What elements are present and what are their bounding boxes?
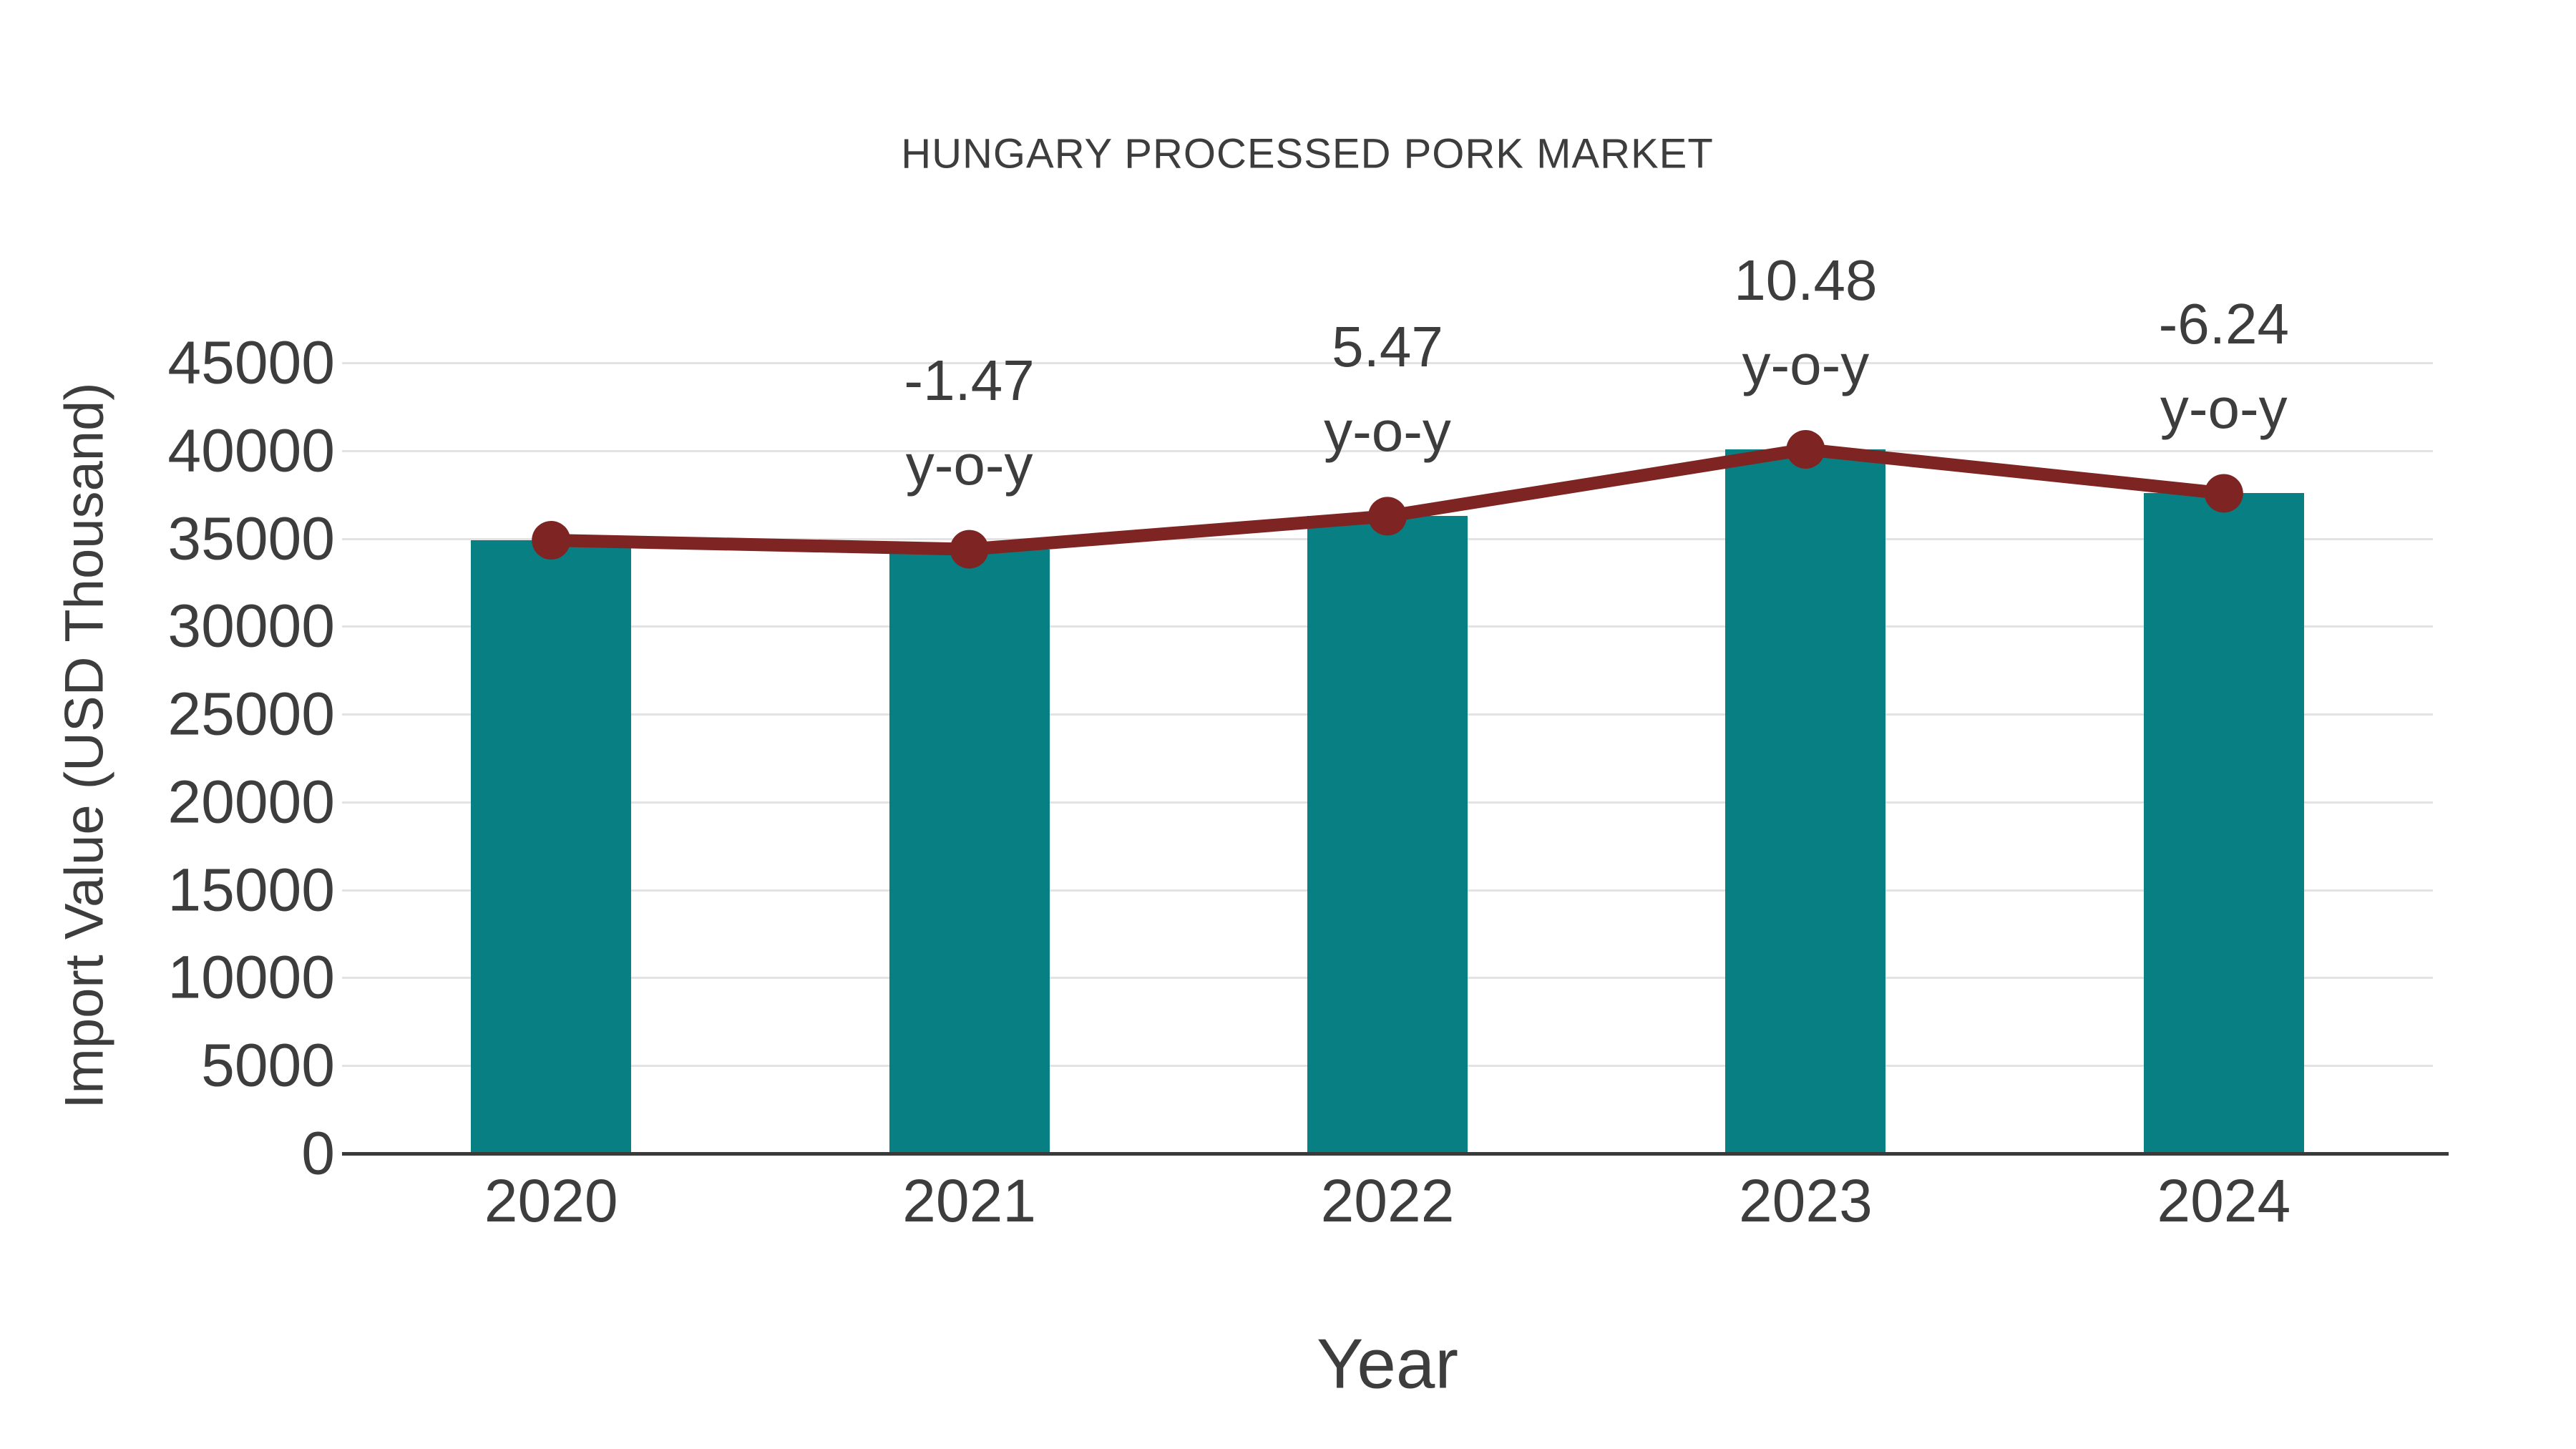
annotation-value-2023: 10.48 <box>1734 248 1878 313</box>
data-point-marker-2022 <box>1368 497 1407 536</box>
y-tick-label: 40000 <box>167 416 335 484</box>
annotation-value-2022: 5.47 <box>1332 315 1443 379</box>
data-point-marker-2023 <box>1786 430 1825 469</box>
data-point-marker-2020 <box>532 521 571 560</box>
annotation-unit-2023: y-o-y <box>1742 333 1870 397</box>
trend-line-layer <box>532 430 2243 569</box>
bar-2023 <box>1725 449 1886 1153</box>
y-tick-label: 0 <box>301 1119 335 1187</box>
y-tick-label: 30000 <box>167 592 335 660</box>
annotation-value-2024: -6.24 <box>2158 292 2289 356</box>
x-axis-line <box>342 1152 2449 1156</box>
annotation-unit-2021: y-o-y <box>905 432 1033 497</box>
bar-2020 <box>471 540 632 1153</box>
y-tick-label: 45000 <box>167 328 335 396</box>
x-tick-label-2021: 2021 <box>902 1167 1037 1234</box>
y-tick-label: 15000 <box>167 856 335 924</box>
bar-2021 <box>889 549 1050 1153</box>
x-tick-label-2022: 2022 <box>1320 1167 1455 1234</box>
data-point-marker-2024 <box>2204 474 2243 513</box>
gridline <box>342 449 2433 452</box>
bar-2022 <box>1307 516 1468 1153</box>
x-axis-label: Year <box>1316 1324 1459 1403</box>
annotation-unit-2022: y-o-y <box>1324 399 1451 464</box>
x-tick-label-2023: 2023 <box>1738 1167 1873 1234</box>
y-tick-label: 25000 <box>167 680 335 748</box>
plot-area <box>342 362 2433 1153</box>
gridline <box>342 362 2433 364</box>
data-point-marker-2021 <box>950 530 989 569</box>
y-tick-label: 35000 <box>167 504 335 572</box>
x-tick-label-2024: 2024 <box>2157 1167 2291 1234</box>
y-tick-label: 5000 <box>201 1031 335 1099</box>
chart-title: HUNGARY PROCESSED PORK MARKET <box>901 130 1714 177</box>
annotation-unit-2024: y-o-y <box>2160 376 2288 441</box>
x-tick-label-2020: 2020 <box>484 1167 618 1234</box>
y-tick-label: 10000 <box>167 943 335 1011</box>
annotation-value-2021: -1.47 <box>904 348 1035 412</box>
bar-2024 <box>2143 493 2304 1153</box>
y-tick-label: 20000 <box>167 768 335 836</box>
